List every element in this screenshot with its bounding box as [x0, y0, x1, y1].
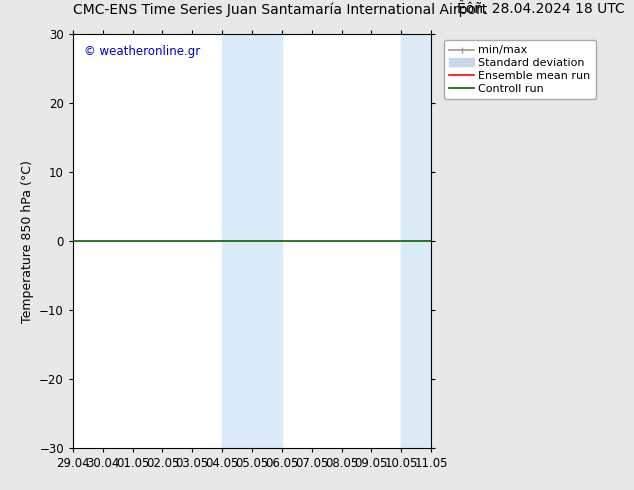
Legend: min/max, Standard deviation, Ensemble mean run, Controll run: min/max, Standard deviation, Ensemble me… [444, 40, 596, 99]
Text: Êôñ. 28.04.2024 18 UTC: Êôñ. 28.04.2024 18 UTC [456, 2, 624, 17]
Bar [222, 34, 252, 448]
Y-axis label: Temperature 850 hPa (°C): Temperature 850 hPa (°C) [20, 160, 34, 323]
Text: © weatheronline.gr: © weatheronline.gr [84, 45, 200, 58]
Bar [401, 34, 431, 448]
Bar [252, 34, 282, 448]
Text: CMC-ENS Time Series Juan Santamaría International Airport: CMC-ENS Time Series Juan Santamaría Inte… [73, 2, 487, 17]
